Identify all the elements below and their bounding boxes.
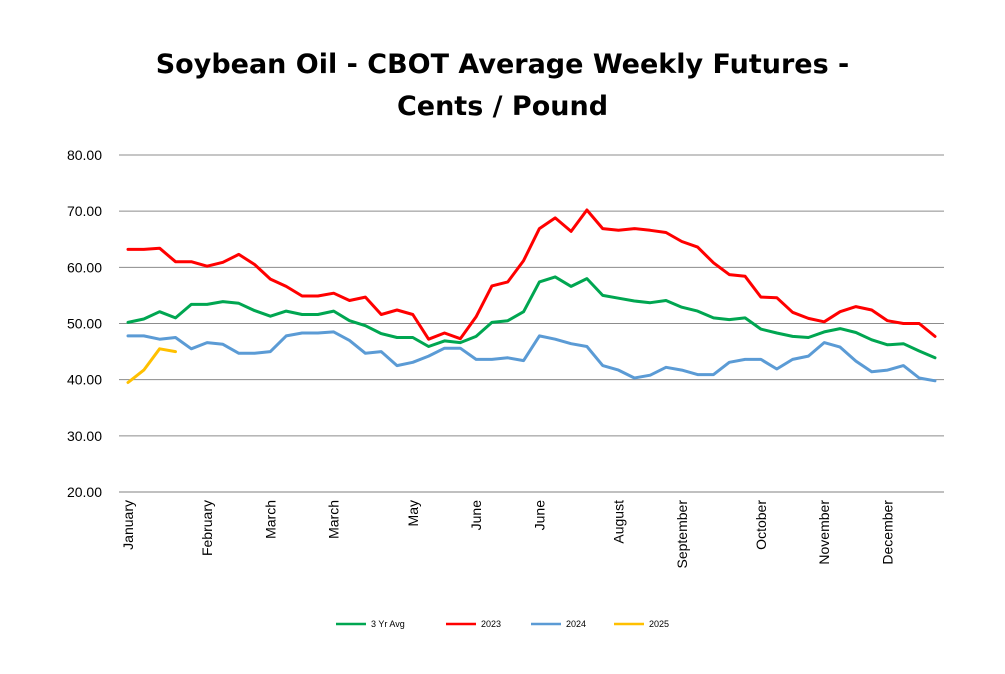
y-tick-label: 70.00 bbox=[67, 203, 102, 219]
y-tick-label: 20.00 bbox=[67, 484, 102, 500]
x-tick-label: March bbox=[326, 500, 342, 539]
chart-title-line-1: Soybean Oil - CBOT Average Weekly Future… bbox=[155, 49, 850, 80]
y-tick-label: 40.00 bbox=[67, 372, 102, 388]
x-tick-label: September bbox=[674, 500, 690, 569]
series-line-2025 bbox=[126, 347, 177, 384]
x-tick-label: May bbox=[405, 500, 421, 526]
legend-label: 2025 bbox=[649, 619, 669, 629]
x-tick-label: March bbox=[262, 500, 278, 539]
x-tick-label: June bbox=[531, 500, 547, 531]
y-tick-label: 50.00 bbox=[67, 316, 102, 332]
x-tick-label: August bbox=[611, 500, 627, 544]
chart-title: Soybean Oil - CBOT Average Weekly Future… bbox=[0, 44, 1005, 128]
y-tick-label: 30.00 bbox=[67, 428, 102, 444]
y-tick-label: 60.00 bbox=[67, 259, 102, 275]
x-tick-label: June bbox=[468, 500, 484, 531]
x-tick-label: November bbox=[816, 500, 832, 565]
x-tick-label: October bbox=[753, 500, 769, 550]
y-tick-label: 80.00 bbox=[67, 147, 102, 163]
x-tick-label: December bbox=[880, 500, 896, 565]
chart-title-line-2: Cents / Pound bbox=[396, 91, 609, 122]
legend-label: 3 Yr Avg bbox=[371, 619, 405, 629]
legend-label: 2023 bbox=[481, 619, 501, 629]
x-tick-label: January bbox=[120, 500, 136, 550]
x-tick-label: February bbox=[199, 500, 215, 556]
legend-label: 2024 bbox=[566, 619, 586, 629]
series-line-3-yr-avg bbox=[126, 275, 937, 360]
series-line-2024 bbox=[126, 330, 937, 383]
series-line-2023 bbox=[126, 208, 937, 341]
